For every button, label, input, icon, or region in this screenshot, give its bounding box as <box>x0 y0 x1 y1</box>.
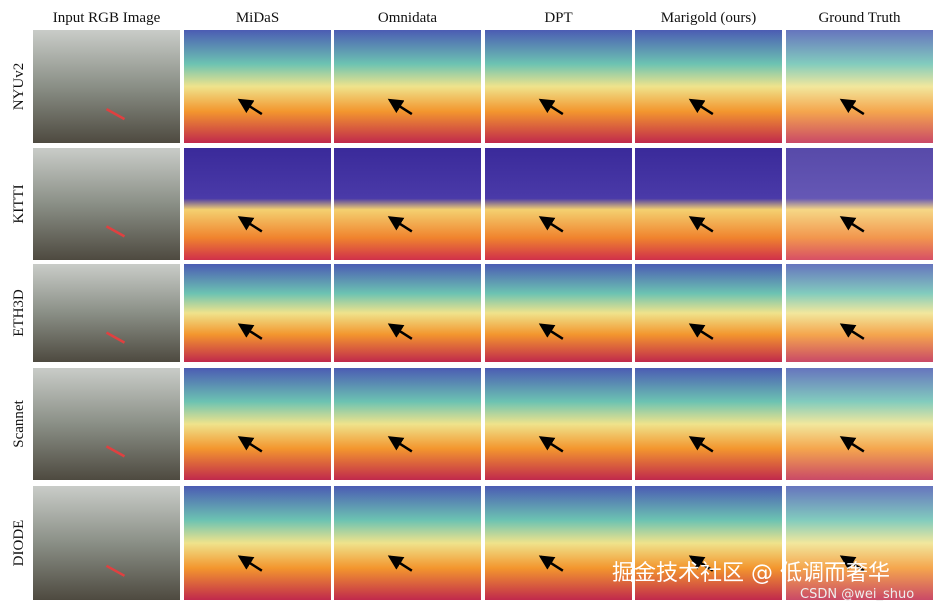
row-label: DIODE <box>11 520 27 567</box>
arrow <box>387 98 413 116</box>
depth-map <box>635 486 782 600</box>
arrow <box>237 323 263 340</box>
arrow <box>839 98 865 116</box>
depth-map <box>184 368 331 480</box>
column-header: Input RGB Image <box>53 10 161 26</box>
arrow <box>688 555 714 572</box>
depth-map <box>334 30 481 143</box>
arrow <box>839 555 865 572</box>
depth-map <box>786 368 933 480</box>
arrow <box>105 108 126 121</box>
arrow <box>839 216 865 233</box>
arrow <box>387 436 413 453</box>
depth-map <box>786 148 933 260</box>
arrow <box>237 555 263 572</box>
arrow <box>105 225 126 238</box>
row-label: ETH3D <box>11 289 27 337</box>
depth-map <box>635 30 782 143</box>
column-header: DPT <box>544 10 572 26</box>
depth-map <box>334 148 481 260</box>
arrow <box>538 555 564 572</box>
input-image <box>33 30 180 143</box>
depth-map <box>485 264 632 362</box>
depth-map <box>334 368 481 480</box>
depth-map <box>485 30 632 143</box>
arrow <box>839 436 865 453</box>
watermark-credit: CSDN @wei_shuo <box>800 587 914 602</box>
arrow <box>538 323 564 340</box>
arrow <box>105 445 126 458</box>
depth-map <box>786 264 933 362</box>
depth-map <box>485 148 632 260</box>
arrow <box>387 216 413 233</box>
arrow <box>105 564 126 577</box>
column-header: Ground Truth <box>818 10 901 26</box>
arrow <box>839 323 865 340</box>
arrow <box>387 555 413 572</box>
arrow <box>688 216 714 233</box>
depth-map <box>485 486 632 600</box>
depth-map <box>635 368 782 480</box>
row-label: KITTI <box>11 184 27 223</box>
arrow <box>538 98 564 116</box>
column-header: Marigold (ours) <box>661 10 756 26</box>
column-header: Omnidata <box>378 10 437 26</box>
watermark: 掘金技术社区 @ 低调而奢华 <box>612 561 890 586</box>
depth-map <box>334 264 481 362</box>
arrow <box>538 436 564 453</box>
arrow <box>105 331 126 344</box>
row-label: NYUv2 <box>11 63 27 111</box>
arrow <box>237 98 263 116</box>
depth-map <box>635 264 782 362</box>
arrow <box>688 98 714 116</box>
depth-map <box>786 486 933 600</box>
arrow <box>538 216 564 233</box>
depth-map <box>184 264 331 362</box>
depth-map <box>184 148 331 260</box>
arrow <box>688 323 714 340</box>
arrow <box>688 436 714 453</box>
arrow <box>237 436 263 453</box>
arrow <box>387 323 413 340</box>
depth-map <box>334 486 481 600</box>
depth-map <box>635 148 782 260</box>
input-image <box>33 368 180 480</box>
arrow <box>237 216 263 233</box>
depth-map <box>184 30 331 143</box>
column-header: MiDaS <box>236 10 279 26</box>
depth-map <box>485 368 632 480</box>
depth-map <box>184 486 331 600</box>
input-image <box>33 148 180 260</box>
input-image <box>33 264 180 362</box>
input-image <box>33 486 180 600</box>
depth-map <box>786 30 933 143</box>
row-label: Scannet <box>11 399 27 447</box>
